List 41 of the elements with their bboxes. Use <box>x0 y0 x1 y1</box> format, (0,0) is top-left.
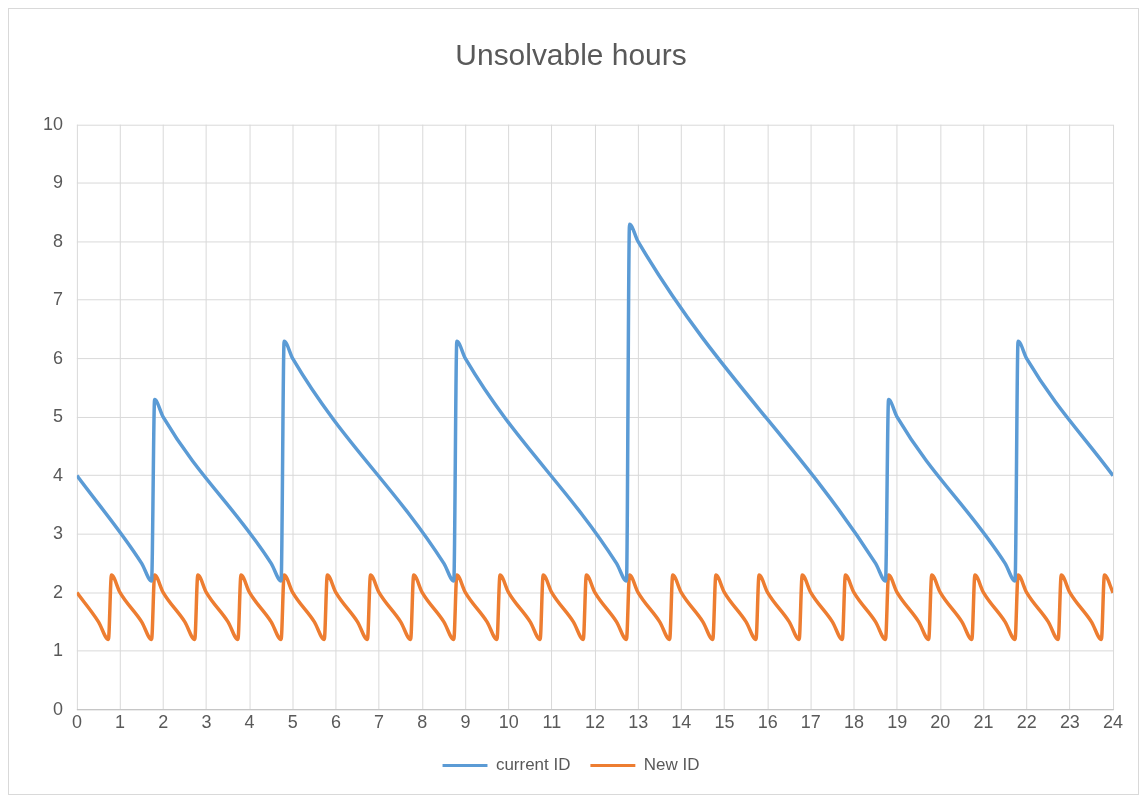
x-tick-label: 10 <box>498 712 519 733</box>
x-tick-label: 0 <box>71 712 82 733</box>
x-tick-label: 6 <box>330 712 341 733</box>
x-tick-label: 23 <box>1059 712 1080 733</box>
x-tick-label: 3 <box>201 712 212 733</box>
x-tick-label: 13 <box>628 712 649 733</box>
x-tick-label: 17 <box>800 712 821 733</box>
x-tick-label: 5 <box>287 712 298 733</box>
x-tick-label: 2 <box>158 712 169 733</box>
x-tick-label: 18 <box>844 712 864 733</box>
y-tick-label: 9 <box>52 172 63 193</box>
y-tick-label: 5 <box>52 406 63 427</box>
x-tick-label: 19 <box>887 712 908 733</box>
line-series <box>76 222 1114 583</box>
x-tick-label: 4 <box>244 712 255 733</box>
line-series <box>76 573 1114 642</box>
y-tick-label: 7 <box>52 289 63 310</box>
y-tick-label: 1 <box>52 640 63 661</box>
y-tick-label: 0 <box>52 698 63 719</box>
y-tick-label: 6 <box>52 347 63 368</box>
x-tick-label: 8 <box>417 712 428 733</box>
x-tick-label: 22 <box>1016 712 1037 733</box>
chart-title: Unsolvable hours <box>455 38 687 72</box>
y-tick-label: 8 <box>52 230 63 251</box>
x-tick-label: 24 <box>1103 712 1124 733</box>
legend-label: New ID <box>643 755 700 775</box>
x-tick-label: 12 <box>584 712 605 733</box>
x-tick-label: 9 <box>460 712 471 733</box>
y-tick-label: 10 <box>42 113 63 134</box>
x-tick-label: 20 <box>930 712 951 733</box>
y-tick-label: 4 <box>52 464 63 485</box>
x-tick-label: 15 <box>714 712 735 733</box>
y-tick-label: 3 <box>52 523 63 544</box>
x-tick-label: 21 <box>973 712 994 733</box>
x-tick-label: 16 <box>757 712 778 733</box>
x-tick-label: 14 <box>671 712 692 733</box>
x-tick-label: 11 <box>542 712 562 733</box>
y-tick-label: 2 <box>52 581 63 602</box>
legend-label: current ID <box>495 755 571 775</box>
x-tick-label: 1 <box>115 712 126 733</box>
x-tick-label: 7 <box>374 712 385 733</box>
